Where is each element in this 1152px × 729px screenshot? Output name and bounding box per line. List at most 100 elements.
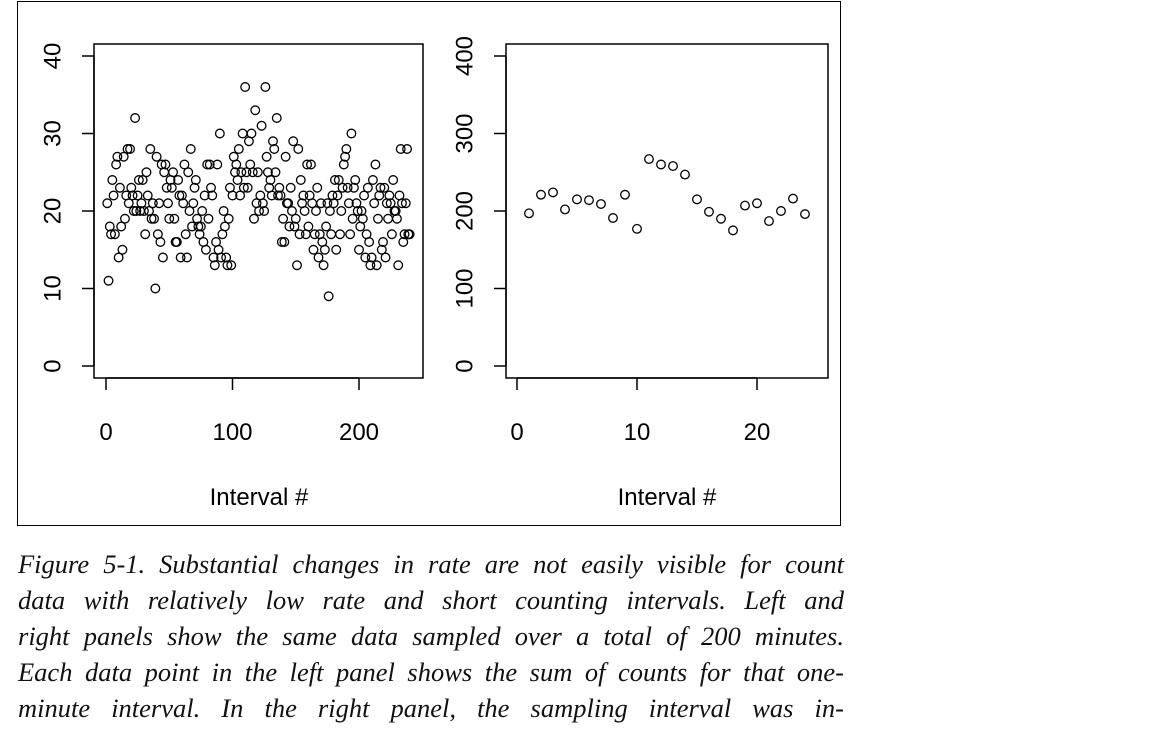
left-data-point — [308, 244, 319, 255]
left-data-point — [341, 144, 352, 154]
right-data-point — [704, 206, 714, 217]
left-data-point — [189, 182, 200, 193]
left-data-point — [397, 198, 407, 209]
left-data-point — [293, 144, 304, 154]
left-data-point — [273, 190, 283, 201]
left-plot-box — [93, 43, 424, 379]
right-data-point — [608, 213, 618, 223]
left-data-point — [398, 237, 409, 247]
left-data-point — [192, 213, 203, 224]
right-data-point — [680, 169, 690, 180]
left-data-point — [117, 244, 128, 255]
left-data-point — [392, 213, 402, 224]
left-data-point — [276, 237, 287, 247]
right-data-point — [536, 189, 546, 200]
left-data-point — [232, 175, 243, 185]
left-data-point — [103, 275, 114, 286]
left-data-point — [390, 206, 401, 216]
left-data-point — [259, 206, 270, 216]
left-data-point — [338, 159, 349, 170]
left-y-tick-label: 0 — [39, 359, 66, 372]
left-data-point — [111, 159, 122, 170]
left-data-point — [295, 175, 306, 185]
left-data-point — [242, 182, 253, 193]
left-data-point — [178, 198, 189, 209]
left-data-point — [356, 206, 367, 216]
left-data-point — [180, 229, 191, 240]
left-data-point — [362, 182, 373, 193]
left-data-point — [222, 260, 233, 271]
left-data-point — [184, 206, 195, 216]
right-data-point — [752, 198, 762, 209]
left-data-point — [354, 244, 364, 255]
left-data-point — [346, 128, 357, 139]
left-data-point — [333, 175, 344, 185]
left-points — [102, 82, 415, 302]
caption-line: Figure 5-1. Substantial changes in rate … — [18, 549, 844, 579]
left-data-point — [326, 229, 337, 240]
left-data-point — [176, 190, 187, 201]
right-y-tick-label: 400 — [451, 36, 478, 76]
left-data-point — [114, 182, 125, 193]
left-y-tick-label: 30 — [39, 120, 66, 147]
left-data-point — [383, 213, 394, 224]
left-data-point — [133, 175, 144, 185]
left-data-point — [106, 229, 117, 240]
left-data-point — [364, 237, 375, 247]
left-data-point — [384, 190, 395, 201]
left-data-point — [231, 159, 242, 170]
left-data-point — [199, 190, 210, 201]
left-data-point — [254, 206, 265, 216]
left-data-point — [246, 128, 257, 139]
left-data-point — [278, 213, 289, 224]
left-data-point — [188, 198, 199, 209]
left-data-point — [302, 159, 313, 170]
left-data-point — [223, 213, 234, 224]
left-data-point — [174, 190, 185, 201]
left-data-point — [128, 206, 139, 216]
left-data-point — [402, 144, 413, 154]
left-data-point — [131, 206, 142, 216]
left-data-point — [393, 260, 404, 271]
left-data-point — [284, 221, 295, 232]
left-data-point — [147, 198, 158, 209]
left-data-point — [237, 128, 248, 139]
left-data-point — [395, 144, 406, 154]
left-data-point — [238, 182, 249, 193]
left-data-point — [241, 167, 252, 178]
left-data-point — [288, 136, 299, 147]
left-data-point — [219, 221, 230, 232]
figure-frame: 0 10 20 30 40 0 100 200 Interval # 0 100 200 300 40… — [17, 1, 841, 526]
left-data-point — [140, 229, 151, 240]
left-data-point — [150, 283, 161, 294]
right-data-point — [728, 225, 738, 236]
left-data-point — [275, 190, 286, 201]
left-data-point — [343, 198, 354, 209]
left-data-point — [146, 213, 157, 224]
left-data-point — [107, 175, 118, 185]
right-data-point — [800, 209, 810, 220]
left-data-point — [208, 252, 219, 263]
left-data-point — [316, 198, 327, 209]
left-data-point — [350, 175, 361, 185]
left-data-point — [163, 198, 173, 209]
right-data-point — [656, 159, 666, 170]
left-data-point — [318, 260, 329, 271]
figure-caption: Figure 5-1. Substantial changes in rate … — [18, 546, 844, 726]
left-data-point — [290, 213, 301, 224]
left-data-point — [194, 229, 205, 240]
caption-line: Each data point in the left panel shows … — [18, 657, 844, 687]
left-data-point — [342, 182, 353, 193]
left-data-point — [352, 206, 363, 216]
left-data-point — [375, 182, 386, 193]
left-data-point — [182, 252, 192, 263]
left-data-point — [257, 198, 268, 209]
right-axes: 0 100 200 300 400 0 10 20 — [451, 36, 770, 446]
left-data-point — [365, 260, 376, 271]
left-data-point — [218, 206, 229, 216]
left-data-point — [190, 175, 201, 185]
right-data-point — [584, 195, 594, 206]
left-data-point — [142, 190, 153, 201]
left-data-point — [335, 229, 345, 240]
